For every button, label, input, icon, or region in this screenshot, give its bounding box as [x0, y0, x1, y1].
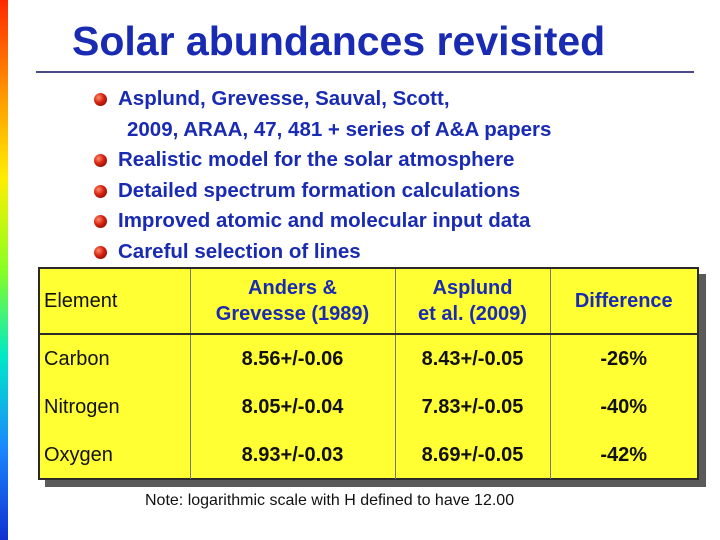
cell-difference: -26% — [549, 334, 697, 383]
cell-ag1989: 8.93+/-0.03 — [189, 431, 395, 479]
cell-ag1989: 8.05+/-0.04 — [189, 383, 395, 431]
bullet-item: Improved atomic and molecular input data — [92, 206, 551, 237]
table-header-row: Element Anders & Grevesse (1989) Asplund e… — [40, 269, 697, 335]
cell-asplund2009: 8.69+/-0.05 — [394, 431, 550, 479]
bullet-dot-icon — [94, 93, 107, 106]
rainbow-side-bar — [0, 0, 8, 540]
table-row: Nitrogen 8.05+/-0.04 7.83+/-0.05 -40% — [40, 383, 697, 431]
table-row: Carbon 8.56+/-0.06 8.43+/-0.05 -26% — [40, 334, 697, 383]
cell-element: Carbon — [44, 347, 110, 370]
bullet-dot-icon — [94, 215, 107, 228]
cell-element: Oxygen — [44, 443, 113, 466]
bullet-text: Detailed spectrum formation calculations — [118, 178, 521, 202]
bullet-list: Asplund, Grevesse, Sauval, Scott, 2009, … — [92, 84, 551, 267]
header-anders-grevesse: Anders & Grevesse (1989) — [189, 269, 395, 335]
bullet-text: Careful selection of lines — [118, 239, 361, 263]
title-divider — [36, 71, 694, 73]
cell-difference: -40% — [549, 383, 697, 431]
bullet-dot-icon — [94, 154, 107, 167]
table-row: Oxygen 8.93+/-0.03 8.69+/-0.05 -42% — [40, 431, 697, 479]
cell-ag1989: 8.56+/-0.06 — [189, 334, 395, 383]
footnote: Note: logarithmic scale with H defined t… — [145, 492, 515, 509]
bullet-dot-icon — [94, 184, 107, 198]
bullet-text: Asplund, Grevesse, Sauval, Scott, — [118, 87, 450, 110]
bullet-dot-icon — [94, 245, 107, 259]
bullet-text: Realistic model for the solar atmosphere — [118, 148, 515, 171]
bullet-text: Improved atomic and molecular input data — [118, 209, 531, 232]
header-element: Element — [40, 269, 190, 335]
cell-asplund2009: 8.43+/-0.05 — [394, 334, 550, 383]
header-difference: Difference — [549, 269, 697, 335]
bullet-item: Asplund, Grevesse, Sauval, Scott, 2009, … — [92, 84, 551, 145]
cell-asplund2009: 7.83+/-0.05 — [394, 383, 550, 431]
abundance-table: Element Anders & Grevesse (1989) Asplund e… — [38, 267, 699, 480]
cell-difference: -42% — [549, 431, 697, 479]
bullet-item: Detailed spectrum formation calculations — [92, 176, 551, 207]
bullet-item: Careful selection of lines — [92, 237, 551, 268]
header-asplund: Asplund et al. (2009) — [394, 269, 550, 335]
cell-element: Nitrogen — [44, 395, 120, 418]
bullet-text-continuation: 2009, ARAA, 47, 481 + series of A&A pape… — [127, 117, 552, 141]
bullet-item: Realistic model for the solar atmosphere — [92, 145, 551, 176]
slide-title: Solar abundances revisited — [72, 18, 606, 64]
